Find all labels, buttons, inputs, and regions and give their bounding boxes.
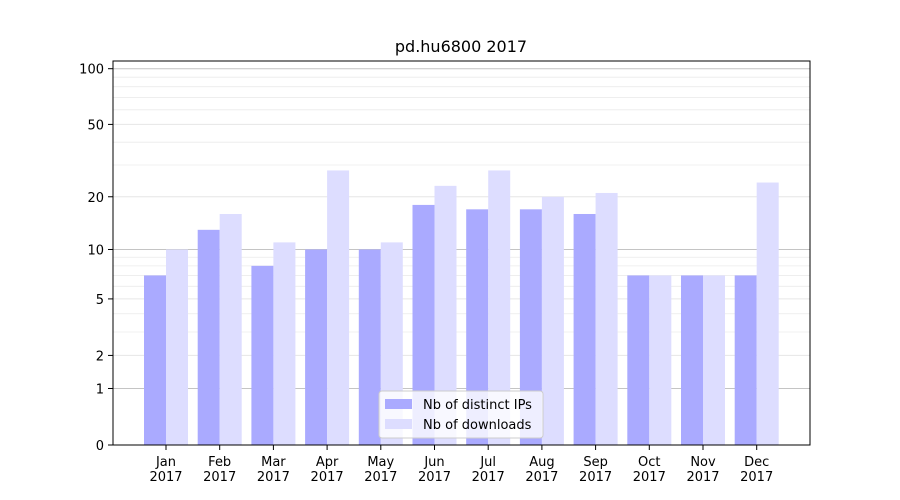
y-tick-label: 50 <box>87 118 104 133</box>
bar-downloads <box>649 275 672 445</box>
bar-downloads <box>541 196 564 445</box>
y-tick-label: 2 <box>96 349 104 364</box>
bar-distinct-ips <box>251 265 274 445</box>
x-tick-label: Apr 2017 <box>311 455 344 485</box>
bar-downloads <box>273 242 296 445</box>
x-tick-label: Dec 2017 <box>740 455 773 485</box>
bar-distinct-ips <box>681 275 703 445</box>
legend: Nb of distinct IPs Nb of downloads <box>378 390 544 439</box>
y-tick-label: 100 <box>79 63 104 78</box>
bar-distinct-ips <box>627 275 650 445</box>
y-tick-label: 0 <box>96 439 104 454</box>
legend-swatch <box>385 419 412 429</box>
chart-title: pd.hu6800 2017 <box>395 37 527 56</box>
bar-distinct-ips <box>734 275 757 445</box>
bar-distinct-ips <box>519 209 542 445</box>
x-axis: Jan 2017 Feb 2017 Mar 2017 Apr 2017 May 2017 Jun 20… <box>149 445 773 485</box>
bar-downloads <box>595 192 618 445</box>
bar-distinct-ips <box>358 249 381 445</box>
y-tick-label: 10 <box>87 243 104 258</box>
bar-downloads <box>166 249 188 445</box>
x-tick-label: Jul 2017 <box>472 455 505 485</box>
plot-frame <box>112 60 811 446</box>
bar-distinct-ips <box>466 209 489 445</box>
legend-frame <box>378 390 544 439</box>
bar-downloads <box>488 170 511 446</box>
bar-distinct-ips <box>197 229 220 445</box>
bar-downloads <box>434 185 457 445</box>
bar-distinct-ips <box>573 213 596 445</box>
x-tick-label: Sep 2017 <box>579 455 612 485</box>
bar-downloads <box>703 275 725 445</box>
bar-downloads <box>327 170 350 446</box>
x-tick-label: May 2017 <box>364 455 397 485</box>
bar-distinct-ips <box>412 204 435 445</box>
bar-downloads <box>219 213 242 445</box>
bar-distinct-ips <box>144 275 166 445</box>
y-axis: 0 1 2 5 10 20 50 100 <box>79 63 113 454</box>
x-tick-label: Mar 2017 <box>257 455 290 485</box>
x-tick-label: Jan 2017 <box>149 455 182 485</box>
bar-distinct-ips <box>305 249 328 445</box>
legend-swatch <box>385 399 412 409</box>
y-tick-label: 1 <box>96 382 104 397</box>
y-tick-label: 5 <box>96 293 104 308</box>
legend-label: Nb of distinct IPs <box>423 398 532 413</box>
y-tick-label: 20 <box>87 191 104 206</box>
legend-label: Nb of downloads <box>423 418 532 433</box>
x-tick-label: Feb 2017 <box>203 455 236 485</box>
x-tick-label: Nov 2017 <box>686 455 719 485</box>
x-tick-label: Oct 2017 <box>633 455 666 485</box>
x-tick-label: Jun 2017 <box>418 455 451 485</box>
bar-downloads <box>756 182 779 445</box>
x-tick-label: Aug 2017 <box>525 455 558 485</box>
